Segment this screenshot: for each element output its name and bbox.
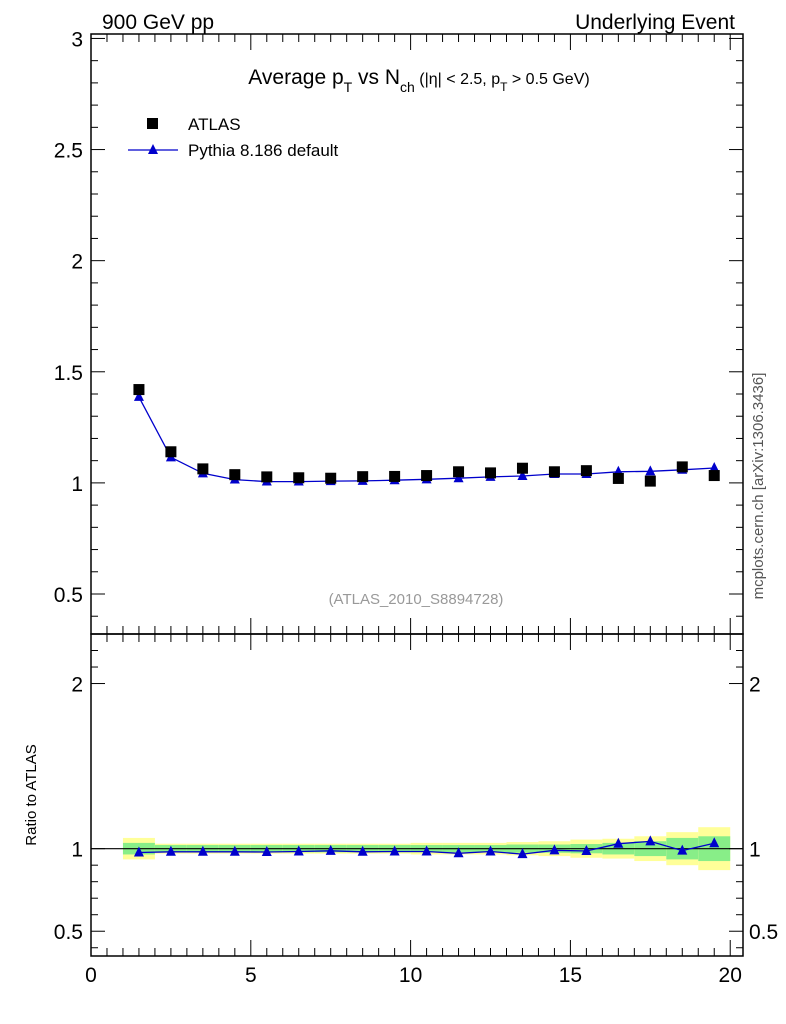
ratio-pythia-point (709, 837, 720, 848)
title-prefix: Average p (248, 66, 343, 89)
ratio-pythia-point (421, 845, 432, 856)
title-cut-b: > 0.5 GeV) (507, 71, 589, 88)
title-ch-sub: ch (400, 79, 415, 95)
legend-atlas-marker (147, 118, 158, 129)
atlas-point (421, 470, 433, 482)
legend-pythia-marker (148, 144, 158, 154)
main-panel: 0.511.522.53 Average pT vs Nch (|η| < 2.… (54, 28, 744, 635)
x-tick-label: 20 (719, 964, 742, 987)
title-cut-sub: T (500, 80, 508, 94)
ratio-pythia-point (453, 847, 464, 858)
atlas-point (485, 467, 497, 479)
atlas-point (389, 470, 401, 482)
atlas-point (453, 466, 465, 478)
x-tick-label: 5 (245, 964, 257, 987)
main-title: Average pT vs Nch (|η| < 2.5, pT > 0.5 G… (248, 66, 589, 95)
atlas-point (676, 461, 688, 473)
ratio-frame (90, 633, 744, 957)
atlas-point (644, 475, 656, 487)
atlas-point (325, 472, 337, 484)
atlas-point (133, 384, 145, 396)
ratio-pythia-point (133, 846, 144, 857)
atlas-point (580, 465, 592, 477)
ratio-pythia-point (389, 845, 400, 856)
ratio-y-tick-label-right: 1 (749, 839, 761, 862)
ratio-pythia-point (677, 844, 688, 855)
main-y-tick-label: 1 (71, 473, 83, 496)
atlas-point (229, 469, 241, 481)
ratio-axis-label: Ratio to ATLAS (23, 744, 40, 845)
ratio-pythia-point (645, 835, 656, 846)
atlas-point (357, 471, 369, 483)
pythia-point (133, 390, 144, 401)
pythia-point (709, 462, 720, 472)
ratio-pythia-point (357, 845, 368, 856)
pythia-point (645, 465, 656, 476)
ratio-y-tick-label-right: 0.5 (749, 921, 778, 944)
ratio-pythia-point (229, 845, 240, 856)
atlas-point (612, 472, 624, 484)
legend: ATLAS Pythia 8.186 default (128, 115, 339, 160)
ratio-y-tick-label-right: 2 (749, 674, 761, 697)
pythia-line (138, 396, 715, 483)
ratio-panel: 0.5 0.5 1 1 2 2 Ratio to ATLAS (23, 633, 778, 957)
atlas-point (548, 466, 560, 478)
title-mid: vs N (352, 66, 400, 89)
atlas-point (197, 463, 209, 475)
title-cut-a: (|η| < 2.5, p (415, 71, 500, 88)
category-label: Underlying Event (575, 11, 735, 34)
ratio-pythia-point (613, 837, 624, 848)
source-side-label: mcplots.cern.ch [arXiv:1306.3436] (750, 373, 767, 600)
ratio-y-tick-label: 2 (71, 674, 83, 697)
main-y-tick-label: 0.5 (54, 584, 83, 607)
x-tick-label: 15 (559, 964, 582, 987)
atlas-point (261, 471, 273, 483)
main-y-tick-label: 3 (71, 28, 83, 51)
x-tick-label: 0 (85, 964, 97, 987)
atlas-point (516, 462, 528, 474)
ratio-pythia-point (517, 848, 528, 859)
ratio-y-tick-label: 0.5 (54, 921, 83, 944)
ratio-pythia-point (325, 844, 336, 855)
analysis-label: (ATLAS_2010_S8894728) (329, 591, 504, 608)
legend-pythia-label: Pythia 8.186 default (188, 141, 339, 160)
ratio-pythia-point (581, 844, 592, 855)
ratio-pythia-point (165, 845, 176, 856)
atlas-point (165, 446, 177, 458)
main-y-tick-label: 2.5 (54, 140, 83, 163)
x-tick-label: 10 (399, 964, 422, 987)
pythia-point (517, 470, 528, 480)
ratio-pythia-point (549, 844, 560, 855)
ratio-y-tick-label: 1 (71, 839, 83, 862)
collision-label: 900 GeV pp (102, 11, 214, 34)
atlas-point (293, 472, 305, 484)
ratio-pythia-point (261, 845, 272, 856)
ratio-pythia-point (197, 845, 208, 856)
ratio-pythia-point (485, 845, 496, 856)
legend-atlas-label: ATLAS (188, 115, 241, 134)
atlas-point (708, 470, 720, 482)
main-y-tick-label: 1.5 (54, 362, 83, 385)
title-pt-sub: T (344, 79, 353, 95)
ratio-pythia-point (293, 845, 304, 856)
main-y-tick-label: 2 (71, 251, 83, 274)
